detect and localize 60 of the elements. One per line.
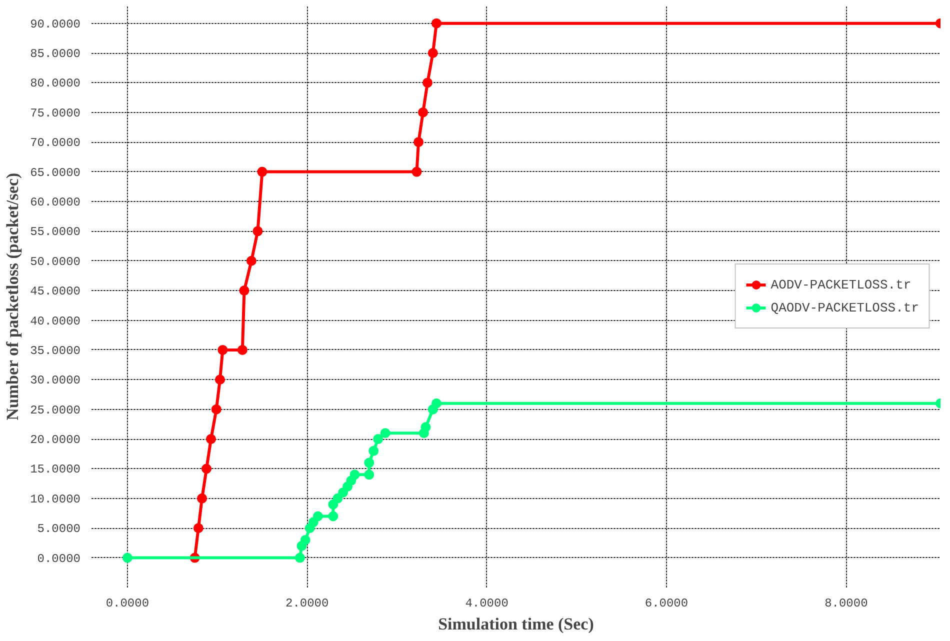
x-tick-label: 2.0000 [286,596,329,610]
point [312,511,323,522]
y-tick-label: 65.0000 [30,166,81,180]
y-tick-label: 5.0000 [37,522,81,536]
point [218,344,228,355]
x-tick-label: 8.0000 [824,596,868,610]
point [373,434,384,444]
y-tick-label: 85.0000 [30,47,81,62]
x-tick-label: 0.0000 [106,596,150,610]
point [428,48,438,58]
point [197,493,208,504]
point [350,470,360,480]
point [237,344,248,355]
point [193,523,204,534]
point [214,374,225,385]
y-tick-label: 45.0000 [30,284,81,299]
y-tick-label: 25.0000 [30,403,81,418]
point [422,78,433,88]
point [412,166,422,177]
y-tick-label: 0.0000 [37,552,81,566]
point [414,137,424,148]
y-tick-label: 55.0000 [30,225,81,240]
y-tick-label: 70.0000 [30,136,81,150]
point [368,446,379,456]
y-tick-label: 50.0000 [30,254,81,269]
point [252,226,263,236]
point [431,398,442,408]
point [420,422,431,432]
y-tick-label: 15.0000 [30,462,81,477]
point [201,464,212,474]
point [300,535,310,545]
point [294,552,305,563]
point [332,493,343,504]
y-tick-label: 35.0000 [30,344,81,358]
point [418,107,428,118]
y-tick-label: 20.0000 [30,433,81,448]
legend-label: AODV-PACKETLOSS.tr [770,277,912,292]
y-tick-label: 40.0000 [30,314,81,328]
point [239,286,250,296]
point [364,458,374,468]
y-tick-label: 10.0000 [30,492,81,506]
y-tick-label: 60.0000 [30,195,81,210]
x-tick-label: 4.0000 [465,596,508,610]
point [431,18,442,28]
y-tick-label: 30.0000 [30,374,81,388]
x-tick-label: 6.0000 [644,596,688,610]
point [122,552,132,563]
point [257,166,268,177]
point [364,470,374,480]
point [380,428,390,438]
y-tick-label: 75.0000 [30,106,81,120]
y-tick-label: 90.0000 [30,17,81,32]
x-axis-title: Simulation time (Sec) [438,614,594,634]
legend-label: QAODV-PACKETLOSS.tr [770,300,919,315]
point [211,404,222,414]
point [328,511,338,522]
y-tick-label: 80.0000 [30,76,81,91]
point [246,256,256,266]
y-axis-title: Number of packetloss (packet/sec) [3,172,22,420]
point [206,434,216,444]
